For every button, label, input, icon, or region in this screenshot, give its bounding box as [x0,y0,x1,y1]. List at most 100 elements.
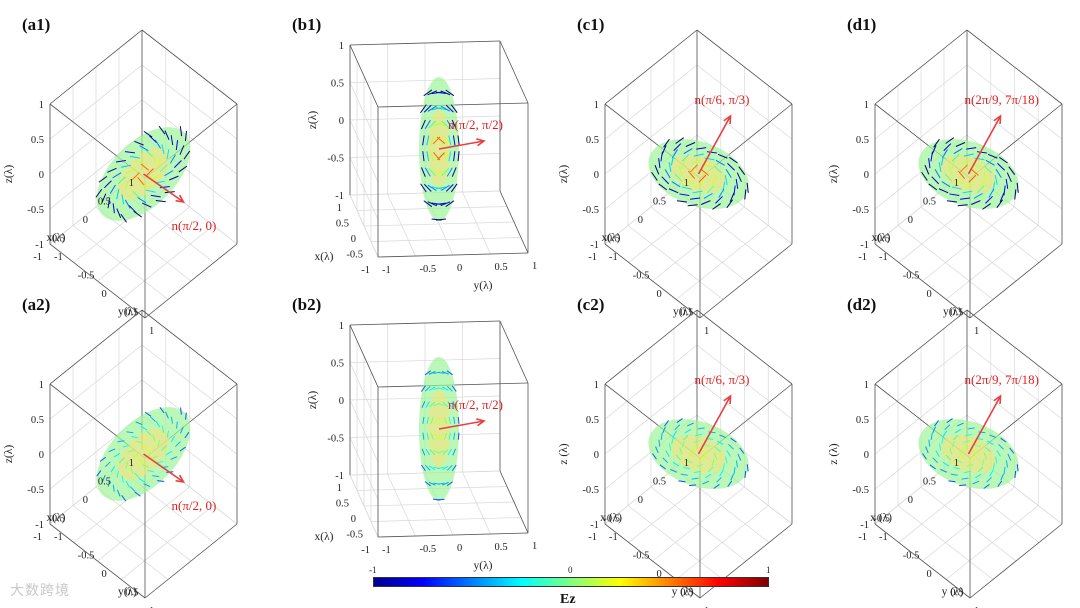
x-tick: 0.5 [923,477,936,488]
normal-arrow [438,418,486,430]
y-tick: -1 [382,265,391,276]
z-tick: 0.5 [31,135,44,146]
z-axis-label: z(λ) [3,165,15,184]
axes-3d: n(π/6, π/3) -1 -0.5 0 0.5 1 -1 -0.5 0 0.5 1 -1 -0.5 0… [558,309,793,608]
normal-arrow [438,138,486,150]
z-tick: -1 [860,240,869,251]
z-axis-label: z (λ) [828,443,840,464]
y-tick: 1 [974,606,979,608]
x-tick: 1 [129,178,134,189]
x-tick: 1 [954,458,959,469]
z-tick: 1 [594,100,599,111]
normal-vector-label: n(π/2, π/2) [448,397,503,412]
y-tick: 0.5 [125,308,138,319]
y-tick: -1 [879,252,888,263]
normal-vector-label: n(π/2, 0) [172,498,217,513]
z-tick: 0 [339,396,344,407]
x-tick: -0.5 [48,514,65,525]
y-tick: -0.5 [78,551,95,562]
normal-vector-label: n(π/2, 0) [172,218,217,233]
tick-labels: -1-0.500.51-1-0.500.51-1-0.500.51 [582,100,709,337]
x-tick: 0 [83,215,88,226]
y-tick: -1 [54,532,63,543]
colorbar-mid-label: 0 [568,565,573,575]
axes-frame [49,29,238,319]
y-axis-label: y(λ) [474,280,493,292]
y-tick: 1 [532,541,537,552]
colorbar [373,577,769,587]
x-tick: 0 [83,495,88,506]
x-tick: -1 [858,532,867,543]
z-tick: -0.5 [27,205,44,216]
x-tick: 0 [908,495,913,506]
panel-d1: (d1) n(2π/9, 7π/18) -1 -0.5 0 0.5 1 -1 -0.5 0 0.5 1… [828,15,1080,337]
z-tick: -1 [35,240,44,251]
panel-label: (d1) [847,15,877,34]
y-axis-label: y(λ) [673,306,692,318]
z-axis-label: z(λ) [307,111,319,130]
panel-a1: (a1) n(π/2, 0) -1 -0.5 0 0.5 1 -1 -0.5 0 0.5 1 -1 -0.… [3,15,290,337]
x-tick: -1 [33,252,42,263]
x-tick: 1 [337,203,342,214]
y-axis-label: y(λ) [474,560,493,572]
panel-d2: (d2) n(2π/9, 7π/18) -1 -0.5 0 0.5 1 -1 -0.5 0 0.5 1… [828,295,1080,608]
z-tick: 0 [39,170,44,181]
z-tick: -1 [35,520,44,531]
z-tick: 0 [594,170,599,181]
z-axis-label: z(λ) [558,165,570,184]
x-tick: 0.5 [923,197,936,208]
x-tick: -0.5 [873,234,890,245]
y-axis-label: y(λ) [943,306,962,318]
x-tick: 0 [638,215,643,226]
y-tick: 1 [704,606,709,608]
y-tick: -0.5 [78,271,95,282]
x-tick: -0.5 [603,514,620,525]
normal-vector-label: n(π/6, π/3) [695,92,750,107]
normal-arrow [143,453,186,484]
y-tick: 1 [149,606,154,608]
y-tick: -0.5 [420,264,437,275]
y-tick: 0.5 [495,542,508,553]
x-tick: 0.5 [98,197,111,208]
z-tick: 0 [39,450,44,461]
z-axis-label: z(λ) [828,165,840,184]
x-tick: -1 [588,532,597,543]
axes-3d: n(π/2, 0) -1 -0.5 0 0.5 1 -1 -0.5 0 0.5 1 -1 -0.5 0 0.… [3,309,238,608]
x-tick: 1 [684,458,689,469]
z-tick: 0 [864,170,869,181]
z-tick: 0 [594,450,599,461]
z-tick: -0.5 [327,434,344,445]
z-tick: 0.5 [586,415,599,426]
x-tick: 0.5 [98,477,111,488]
z-axis-label: z(λ) [307,391,319,410]
z-tick: 0.5 [331,79,344,90]
axes-3d: n(2π/9, 7π/18) -1 -0.5 0 0.5 1 -1 -0.5 0 0.5 1 -1 -0… [828,309,1063,608]
y-tick: 0.5 [950,588,963,599]
normal-vector-label: n(π/6, π/3) [695,372,750,387]
x-tick: -0.5 [346,530,363,541]
panel-label: (a1) [22,15,51,34]
y-tick: 1 [704,326,709,337]
z-tick: 0.5 [856,135,869,146]
x-tick: -0.5 [873,514,890,525]
colorbar-min-label: -1 [369,565,377,575]
x-tick: 0 [351,234,356,245]
z-tick: -1 [860,520,869,531]
y-tick: -1 [609,252,618,263]
normal-arrow [143,173,186,204]
z-tick: 1 [864,100,869,111]
normal-arrow [967,114,1002,175]
watermark: 大数跨境 [10,583,70,599]
x-tick: -0.5 [346,250,363,261]
x-tick: -0.5 [48,234,65,245]
axes-3d: n(π/2, π/2)-1-0.500.51-1-0.500.51-1 -0.5 0… [307,40,537,292]
panel-label: (b1) [292,15,322,34]
y-tick: 0 [102,289,107,300]
x-tick: 1 [337,483,342,494]
z-tick: -0.5 [27,485,44,496]
x-tick: 0 [638,495,643,506]
x-axis-label: x(λ) [47,512,66,524]
y-tick: 0 [657,569,662,580]
